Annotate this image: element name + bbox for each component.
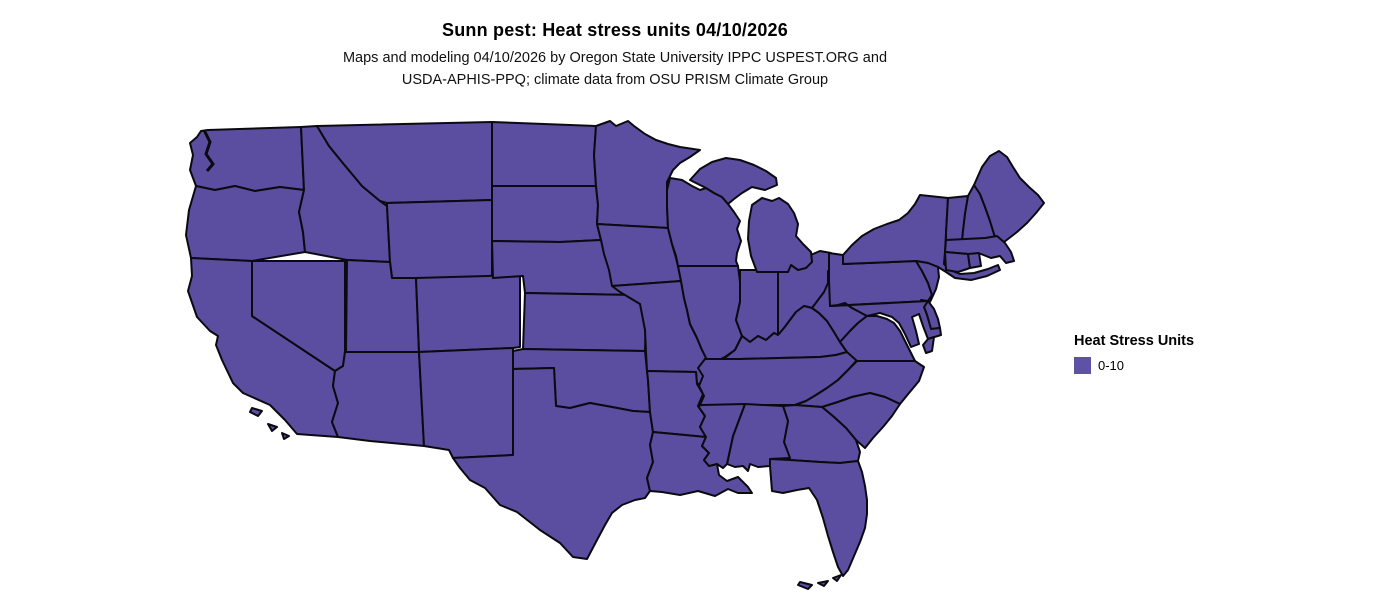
state-maine — [973, 150, 1045, 246]
legend: Heat Stress Units 0-10 — [1074, 333, 1274, 374]
state-colorado — [415, 274, 521, 353]
state-north-dakota — [491, 121, 597, 187]
state-channel-island-3 — [281, 432, 290, 440]
state-texas — [452, 367, 654, 560]
state-arkansas — [646, 370, 707, 438]
state-south-dakota — [491, 185, 602, 243]
state-michigan-lower-peninsula — [747, 197, 813, 273]
state-new-mexico — [418, 347, 514, 459]
legend-item-label: 0-10 — [1098, 358, 1125, 373]
puget-sound — [202, 129, 215, 172]
state-alabama — [726, 403, 791, 472]
legend-swatch — [1074, 357, 1091, 374]
state-florida-keys-3 — [832, 574, 842, 582]
state-wisconsin — [666, 177, 742, 267]
state-rhode-island — [967, 252, 982, 269]
state-indiana — [735, 269, 779, 343]
state-virginia-eastern-shore — [922, 336, 935, 354]
state-florida-keys-2 — [817, 580, 829, 587]
legend-item: 0-10 — [1074, 357, 1274, 374]
state-florida-keys-1 — [797, 581, 813, 590]
state-channel-island-2 — [267, 423, 278, 432]
state-virginia — [839, 315, 916, 362]
state-arizona — [331, 351, 425, 447]
legend-title: Heat Stress Units — [1074, 333, 1195, 349]
state-wyoming — [386, 199, 493, 279]
state-kansas — [522, 292, 647, 352]
state-oregon — [185, 185, 306, 262]
state-mississippi — [697, 403, 746, 469]
state-channel-island-1 — [249, 407, 263, 417]
state-minnesota — [593, 120, 701, 229]
state-florida — [769, 458, 868, 577]
state-maryland — [829, 300, 942, 348]
state-michigan-upper-peninsula — [689, 157, 778, 205]
state-connecticut — [944, 251, 971, 273]
